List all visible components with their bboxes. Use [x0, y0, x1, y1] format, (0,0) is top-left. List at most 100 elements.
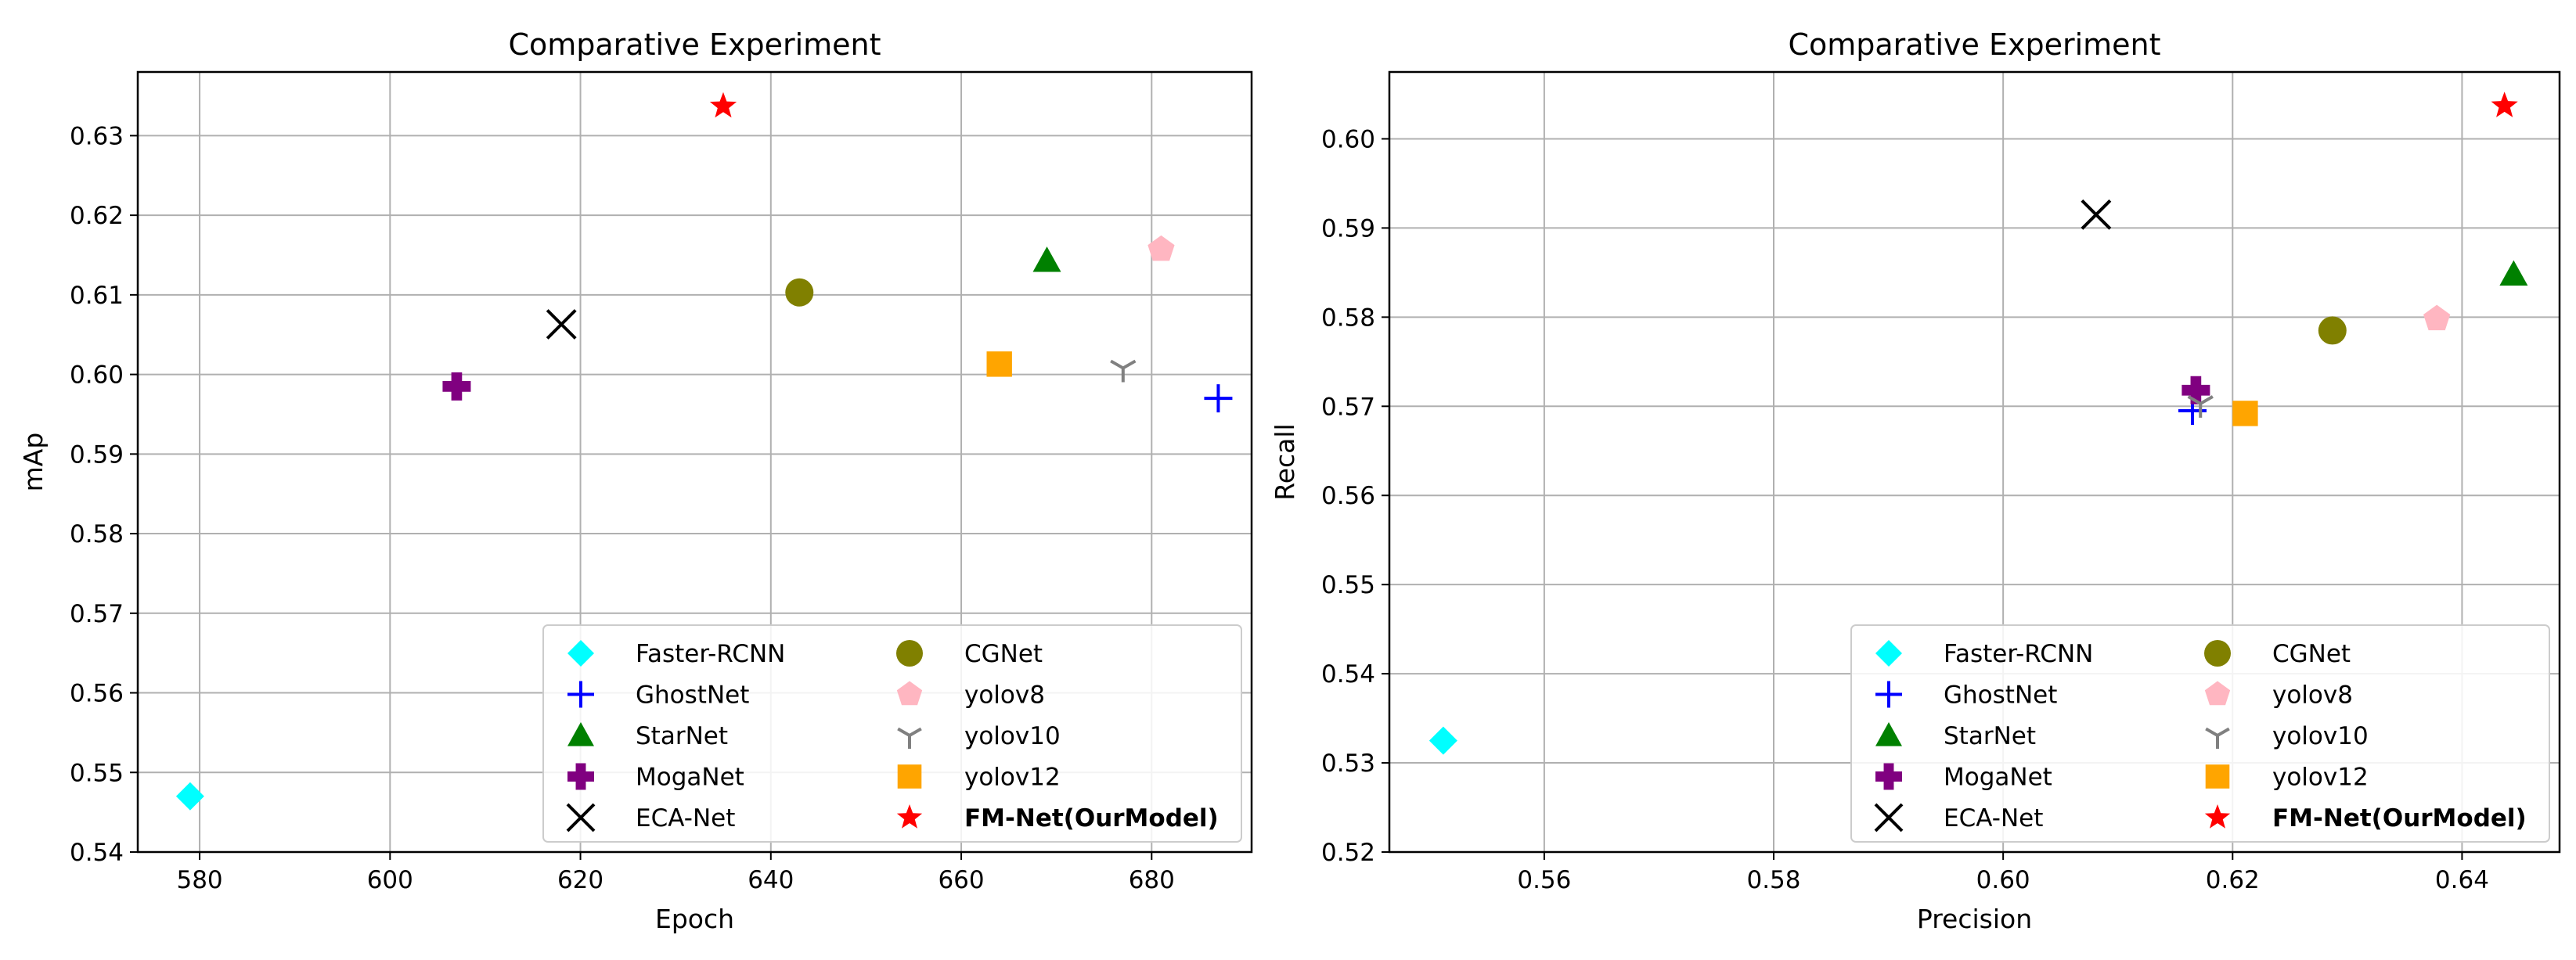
- y-tick-label: 0.53: [1321, 750, 1375, 778]
- legend-label: ECA-Net: [1944, 804, 2043, 832]
- y-tick-label: 0.59: [1321, 214, 1375, 243]
- legend-marker: [2204, 804, 2231, 829]
- y-tick-label: 0.60: [70, 361, 124, 390]
- data-point-eca-net: [2081, 199, 2112, 230]
- x-tick-label: 620: [557, 866, 603, 894]
- x-tick-label: 0.62: [2206, 866, 2260, 894]
- legend-marker: [896, 804, 923, 829]
- chart-title: Comparative Experiment: [508, 27, 881, 62]
- legend-marker: [566, 803, 596, 832]
- data-points: [175, 92, 1233, 811]
- legend-label: yolov8: [2272, 681, 2353, 710]
- y-tick-label: 0.63: [70, 122, 124, 150]
- x-tick-label: 640: [748, 866, 794, 894]
- x-tick-label: 0.56: [1517, 866, 1571, 894]
- data-point-cgnet: [2318, 316, 2347, 345]
- legend-marker: [897, 727, 922, 749]
- legend-label: yolov10: [2272, 722, 2369, 750]
- data-point-starnet: [1032, 246, 1061, 272]
- legend-label: yolov12: [2272, 764, 2369, 792]
- legend: Faster-RCNN GhostNet StarNet MogaNet ECA-Net…: [1850, 624, 2550, 843]
- legend-label: CGNet: [2272, 640, 2351, 668]
- legend-marker: [567, 681, 594, 708]
- legend-marker: [1875, 640, 1902, 667]
- grid: [138, 72, 1252, 853]
- y-tick-label: 0.58: [1321, 304, 1375, 332]
- legend-label: ECA-Net: [636, 804, 735, 832]
- legend-label: CGNet: [964, 640, 1043, 668]
- data-point-yolov8: [1147, 235, 1175, 261]
- y-tick-label: 0.57: [1321, 393, 1375, 421]
- legend-marker: [2204, 681, 2231, 706]
- x-tick-label: 660: [938, 866, 984, 894]
- x-axis-label: Precision: [1917, 904, 2032, 934]
- y-tick-label: 0.55: [1321, 571, 1375, 599]
- legend-label: MogaNet: [1944, 764, 2052, 792]
- chart-title: Comparative Experiment: [1788, 27, 2160, 62]
- legend-marker: [567, 763, 594, 790]
- y-tick-label: 0.61: [70, 282, 124, 310]
- legend-label: GhostNet: [636, 681, 749, 710]
- data-point-moganet: [2181, 376, 2210, 404]
- data-point-yolov12: [986, 351, 1012, 377]
- legend-label: yolov8: [964, 681, 1045, 710]
- legend-marker: [897, 764, 922, 789]
- legend-label: FM-Net(OurModel): [2272, 804, 2527, 832]
- y-tick-label: 0.58: [70, 520, 124, 548]
- legend-label: MogaNet: [636, 764, 744, 792]
- y-tick-label: 0.52: [1321, 839, 1375, 867]
- ticks: 0.56 0.58 0.60 0.62 0.64 0.52 0.53 0.54 0.55 0.56…: [1321, 125, 2489, 894]
- axes-frame: [1388, 70, 2561, 854]
- legend-box: [1850, 624, 2550, 843]
- y-axis-label: Recall: [1270, 423, 1300, 500]
- legend-marker: [2204, 640, 2231, 667]
- y-tick-label: 0.56: [1321, 482, 1375, 510]
- x-tick-label: 680: [1129, 866, 1175, 894]
- axes-frame: [136, 70, 1253, 854]
- x-tick-label: 600: [367, 866, 413, 894]
- data-point-starnet: [2499, 260, 2528, 286]
- y-tick-label: 0.54: [70, 839, 124, 867]
- legend-label: FM-Net(OurModel): [964, 804, 1219, 832]
- legend: Faster-RCNN GhostNet StarNet MogaNet ECA-Net…: [542, 624, 1242, 843]
- legend-marker: [567, 722, 594, 746]
- y-tick-label: 0.60: [1321, 125, 1375, 153]
- data-point-moganet: [442, 372, 471, 401]
- y-tick-label: 0.57: [70, 600, 124, 628]
- legend-label: Faster-RCNN: [1944, 640, 2093, 668]
- legend-marker: [1875, 722, 1902, 746]
- chart-panel-1: 580 600 620 640 660 680 0.54 0.55 0.56 0.57 0.58 0.…: [18, 27, 1253, 934]
- x-tick-label: 0.64: [2435, 866, 2489, 894]
- legend-label: yolov10: [964, 722, 1061, 750]
- data-point-yolov10: [2187, 395, 2214, 418]
- y-tick-label: 0.62: [70, 202, 124, 230]
- legend-marker: [2205, 727, 2230, 749]
- y-tick-label: 0.56: [70, 680, 124, 708]
- x-tick-label: 0.60: [1976, 866, 2030, 894]
- data-point-fm-net-ourmodel: [2491, 92, 2518, 117]
- legend-label: yolov12: [964, 764, 1061, 792]
- legend-marker: [1875, 763, 1902, 790]
- legend-marker: [896, 681, 923, 706]
- chart-panel-2: 0.56 0.58 0.60 0.62 0.64 0.52 0.53 0.54 0.55 0.56…: [1270, 27, 2561, 934]
- legend-marker: [567, 640, 594, 667]
- legend-label: StarNet: [636, 722, 728, 750]
- ticks: 580 600 620 640 660 680 0.54 0.55 0.56 0.57 0.58 0.…: [70, 122, 1175, 894]
- y-tick-label: 0.54: [1321, 660, 1375, 689]
- data-point-cgnet: [785, 278, 814, 307]
- data-point-ghostnet: [1204, 384, 1233, 413]
- data-point-fm-net-ourmodel: [709, 92, 737, 118]
- legend-marker: [1875, 681, 1902, 708]
- legend-label: StarNet: [1944, 722, 2036, 750]
- legend-box: [542, 624, 1242, 843]
- data-point-faster-rcnn: [1429, 726, 1457, 755]
- data-point-yolov10: [1110, 359, 1137, 383]
- data-point-yolov12: [2232, 401, 2258, 426]
- y-tick-label: 0.55: [70, 759, 124, 787]
- legend-marker: [1874, 803, 1904, 832]
- y-axis-label: mAp: [18, 433, 49, 492]
- legend-label: Faster-RCNN: [636, 640, 785, 668]
- x-axis-label: Epoch: [655, 904, 734, 934]
- data-point-yolov8: [2423, 304, 2451, 331]
